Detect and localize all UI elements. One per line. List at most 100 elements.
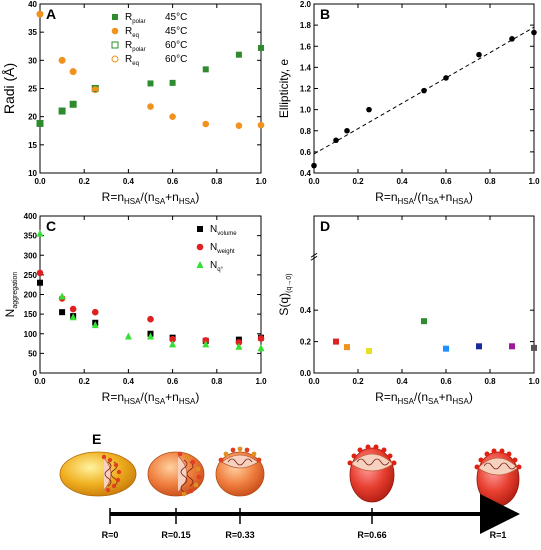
legend-marker [196,243,204,251]
y-tick-label: 200 [24,291,38,300]
legend-name: R [125,40,132,51]
panel-e-tick-label: R=0.66 [357,530,386,540]
x-axis-label-part: ) [469,190,473,204]
x-axis-label-part: HSA [452,197,469,206]
data-point [91,86,99,94]
x-axis-label-part: HSA [124,197,141,206]
data-point [59,309,66,316]
legend-entry: Req [125,54,139,67]
data-point [311,162,317,169]
y-tick-label: 150 [24,310,38,319]
micelle-r0 [59,451,137,497]
x-axis-label-part: HSA [398,397,415,406]
data-point [333,338,339,345]
y-axis-label: S(q)(q→0) [277,273,293,315]
y-tick-label: 25 [28,85,37,94]
data-point [531,344,537,351]
y-tick-label: 2.0 [300,0,312,9]
micelle-r1 [474,448,522,507]
x-tick-label: 0.6 [167,377,179,386]
data-point [235,339,243,346]
x-axis-label-part: /(n [140,390,154,404]
legend-name: N [210,260,217,271]
legend-name: R [125,26,132,37]
legend-entry: Nq° [210,260,224,273]
data-point [531,29,537,36]
data-point [36,269,44,277]
series-1 [36,10,265,129]
x-tick-label: 0.2 [352,177,364,186]
x-axis-label-part: SA [428,397,439,406]
data-point [366,106,372,113]
y-tick-label: 1.4 [300,63,312,72]
y-tick-label: 10 [28,169,37,178]
x-tick-label: 1.0 [255,377,267,386]
x-axis-label-part: ) [195,190,199,204]
legend-name: N [210,224,217,235]
data-point [202,66,209,73]
x-axis-label-part: R=n [102,390,124,404]
x-axis-label-part: SA [428,197,439,206]
data-point [476,51,482,58]
data-point [69,313,77,321]
x-axis-label-part: R=n [375,390,397,404]
y-tick-label: 15 [28,141,37,150]
panel-e-tick-label: R=0 [102,530,119,540]
data-point [147,315,154,323]
series-3 [36,10,99,94]
x-axis-label-part: ) [469,390,473,404]
data-point [202,120,210,128]
x-tick-label: 0.0 [34,177,46,186]
x-axis-label-part: R=n [375,190,397,204]
y-tick-label: 50 [28,349,37,358]
x-tick-label: 0.8 [211,177,223,186]
legend-entry: Req [125,26,139,39]
data-point [258,44,264,51]
y-tick-label: 1.2 [300,85,312,94]
y-axis-label: Ellipticity, e [277,59,291,118]
series-2 [36,85,99,127]
data-point [421,318,427,325]
y-axis-label-main: N [3,309,17,318]
data-point [58,107,66,115]
x-tick-label: 0.4 [396,377,408,386]
x-tick-label: 0.8 [484,377,496,386]
data-point [37,120,43,127]
x-axis-label-part: ) [195,390,199,404]
x-axis-label-part: HSA [398,197,415,206]
legend-temp: 60°C [165,54,187,65]
y-tick-label: 1.0 [300,106,312,115]
x-tick-label: 0.4 [123,177,135,186]
panel-b: B 0.0 0.2 0.4 0.6 0.8 1.0 0.4 0.6 0.8 1.0 1.2 1.4 1.6… [277,0,540,206]
legend-temp: 45°C [165,26,187,37]
data-point [58,56,66,64]
data-point [37,279,43,286]
x-tick-label: 0.6 [440,177,452,186]
panel-label: B [320,6,330,22]
data-point [257,335,265,342]
data-point [235,342,243,350]
y-tick-label: 0.0 [300,369,312,378]
legend-marker [111,27,119,35]
x-axis-label: R=nHSA/(nSA+nHSA) [375,390,473,406]
data-point [36,10,44,18]
x-tick-label: 1.0 [255,177,267,186]
series-0 [311,29,537,169]
legend-name: N [210,242,217,253]
x-tick-label: 0.0 [308,177,320,186]
x-tick-label: 0.0 [308,377,320,386]
x-tick-label: 0.2 [352,377,364,386]
data-point [169,113,176,120]
data-point [147,80,154,87]
x-tick-label: 0.2 [79,177,91,186]
data-point [443,345,449,352]
panel-label: A [46,6,56,22]
data-point [509,36,515,42]
x-axis-label-part: HSA [124,397,141,406]
y-axis-label-sub: (q→0) [286,273,293,292]
y-tick-label: 300 [24,251,38,260]
panel-e-label: E [92,431,101,447]
x-axis-label-part: +n [165,190,179,204]
data-point [344,127,350,134]
